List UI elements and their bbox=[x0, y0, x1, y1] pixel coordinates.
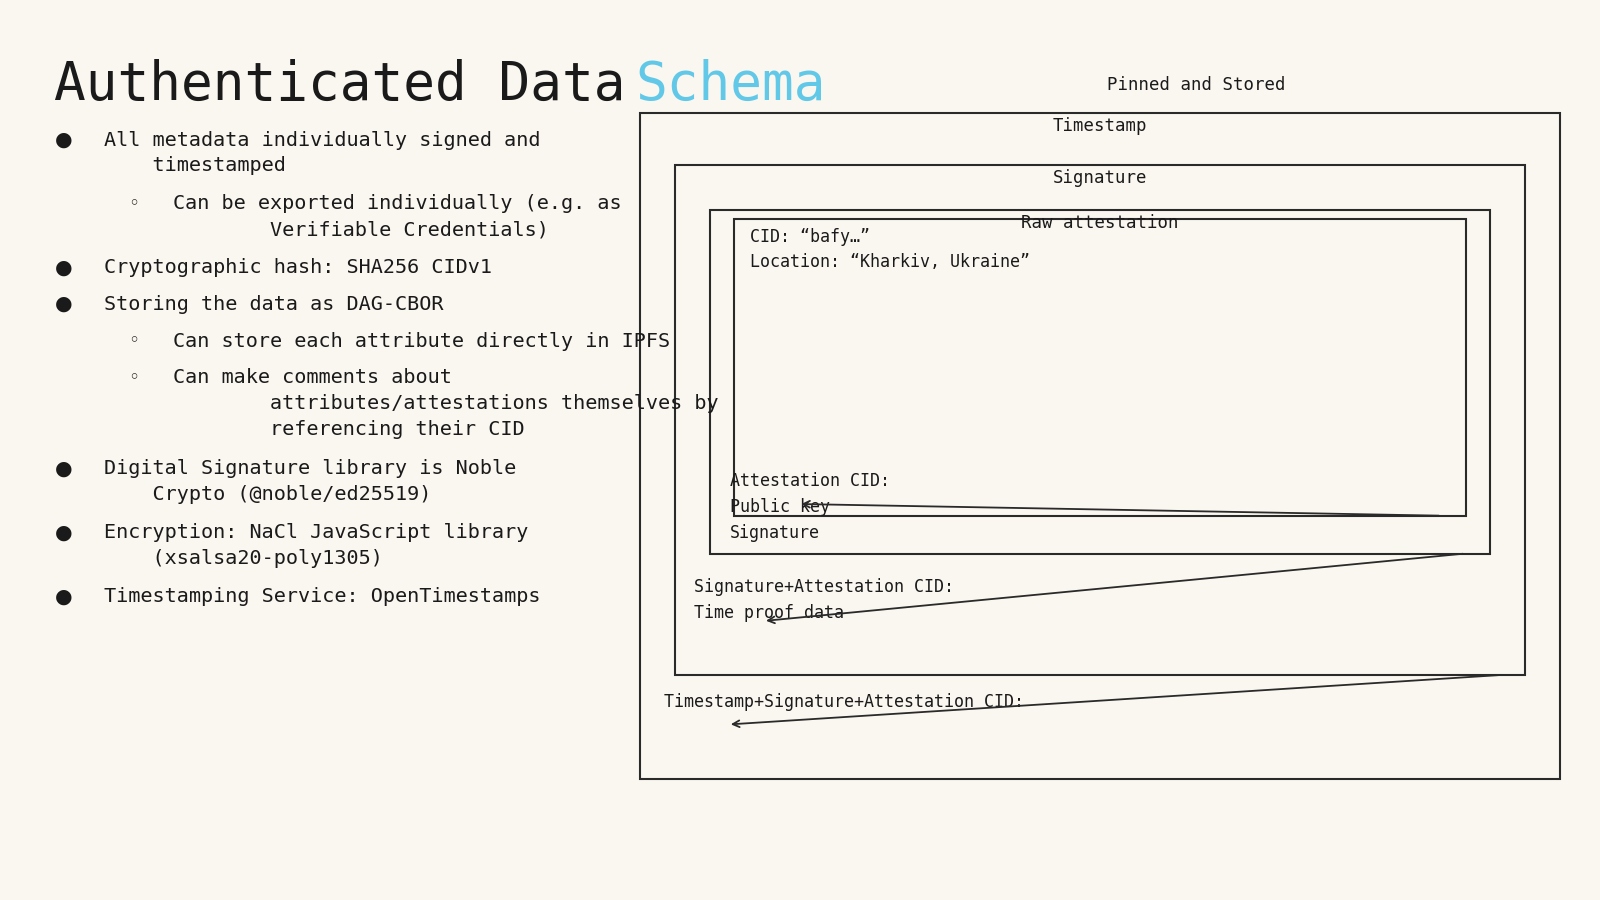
Text: Attestation CID:
Public key
Signature: Attestation CID: Public key Signature bbox=[730, 472, 890, 542]
Bar bbox=[675, 165, 1525, 675]
Text: ●: ● bbox=[54, 460, 72, 479]
Text: Pinned and Stored: Pinned and Stored bbox=[1107, 76, 1285, 94]
Bar bbox=[640, 112, 1560, 778]
Text: Timestamping Service: OpenTimestamps: Timestamping Service: OpenTimestamps bbox=[104, 588, 541, 607]
Text: Cryptographic hash: SHA256 CIDv1: Cryptographic hash: SHA256 CIDv1 bbox=[104, 258, 493, 277]
Text: Digital Signature library is Noble
    Crypto (@noble/ed25519): Digital Signature library is Noble Crypt… bbox=[104, 460, 517, 504]
Text: Timestamp: Timestamp bbox=[1053, 117, 1147, 135]
Text: CID: “bafy…”
Location: “Kharkiv, Ukraine”: CID: “bafy…” Location: “Kharkiv, Ukraine… bbox=[750, 228, 1030, 272]
Text: ●: ● bbox=[54, 295, 72, 314]
Text: Raw attestation: Raw attestation bbox=[1021, 214, 1179, 232]
Text: Storing the data as DAG-CBOR: Storing the data as DAG-CBOR bbox=[104, 295, 443, 314]
Text: Can be exported individually (e.g. as
        Verifiable Credentials): Can be exported individually (e.g. as Ve… bbox=[173, 194, 621, 239]
Text: Authenticated Data: Authenticated Data bbox=[54, 58, 658, 111]
Text: Can store each attribute directly in IPFS: Can store each attribute directly in IPF… bbox=[173, 332, 670, 351]
Text: ●: ● bbox=[54, 258, 72, 277]
Text: Schema: Schema bbox=[635, 58, 826, 111]
Text: ◦: ◦ bbox=[128, 332, 139, 351]
Text: ◦: ◦ bbox=[128, 368, 139, 387]
Text: ●: ● bbox=[54, 130, 72, 149]
Text: Signature: Signature bbox=[1053, 169, 1147, 187]
Text: ◦: ◦ bbox=[128, 194, 139, 213]
Bar bbox=[734, 219, 1466, 516]
Text: ●: ● bbox=[54, 524, 72, 543]
Text: All metadata individually signed and
    timestamped: All metadata individually signed and tim… bbox=[104, 130, 541, 176]
Text: ●: ● bbox=[54, 588, 72, 607]
Text: Can make comments about
        attributes/attestations themselves by
        re: Can make comments about attributes/attes… bbox=[173, 368, 718, 439]
Text: Signature+Attestation CID:
Time proof data: Signature+Attestation CID: Time proof da… bbox=[694, 578, 954, 622]
Text: Timestamp+Signature+Attestation CID:: Timestamp+Signature+Attestation CID: bbox=[664, 693, 1024, 711]
Text: Encryption: NaCl JavaScript library
    (xsalsa20-poly1305): Encryption: NaCl JavaScript library (xsa… bbox=[104, 524, 528, 568]
Bar bbox=[710, 210, 1490, 554]
